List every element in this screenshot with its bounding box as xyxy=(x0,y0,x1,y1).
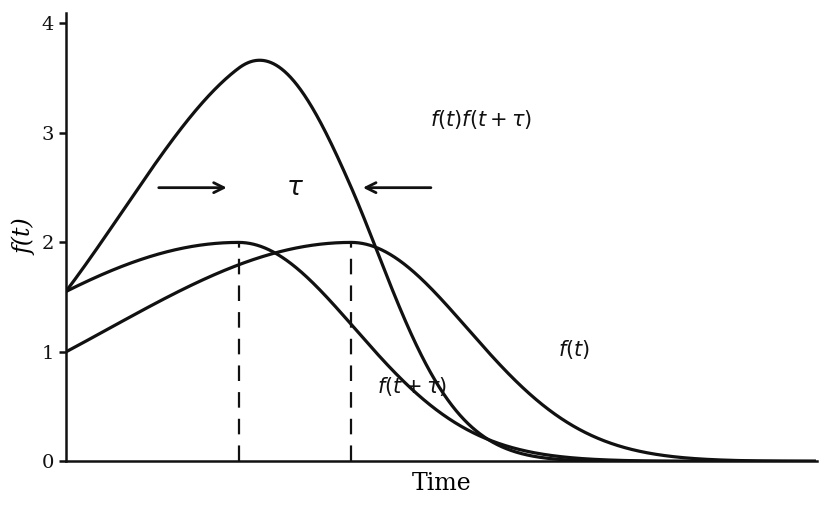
Text: $f(t+\tau)$: $f(t+\tau)$ xyxy=(377,375,447,398)
X-axis label: Time: Time xyxy=(411,472,470,495)
Text: $f(t)f(t+\tau)$: $f(t)f(t+\tau)$ xyxy=(430,108,532,131)
Text: $f(t)$: $f(t)$ xyxy=(557,338,589,361)
Text: $\tau$: $\tau$ xyxy=(286,175,303,200)
Y-axis label: f(t): f(t) xyxy=(12,218,36,256)
